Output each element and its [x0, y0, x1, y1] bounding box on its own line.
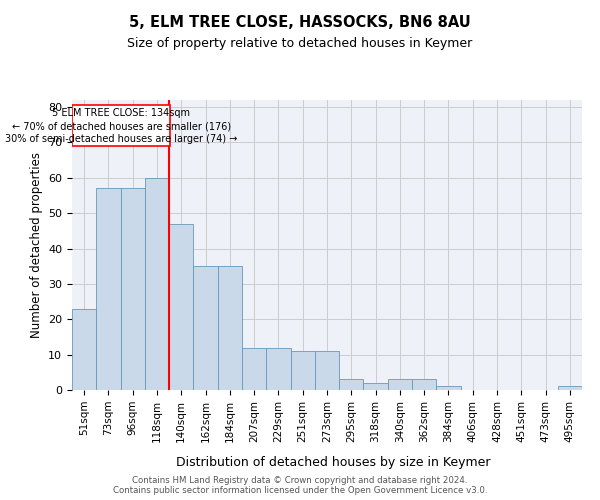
Text: Contains HM Land Registry data © Crown copyright and database right 2024.
Contai: Contains HM Land Registry data © Crown c… [113, 476, 487, 495]
Text: 5 ELM TREE CLOSE: 134sqm: 5 ELM TREE CLOSE: 134sqm [52, 108, 190, 118]
Text: 5, ELM TREE CLOSE, HASSOCKS, BN6 8AU: 5, ELM TREE CLOSE, HASSOCKS, BN6 8AU [129, 15, 471, 30]
Text: ← 70% of detached houses are smaller (176): ← 70% of detached houses are smaller (17… [11, 122, 231, 132]
Bar [96, 188, 121, 390]
Bar [218, 266, 242, 390]
Text: 30% of semi-detached houses are larger (74) →: 30% of semi-detached houses are larger (… [5, 134, 238, 144]
Bar [290, 351, 315, 390]
Bar [388, 380, 412, 390]
Bar [72, 106, 170, 146]
Bar [364, 383, 388, 390]
Bar [558, 386, 582, 390]
Bar [121, 188, 145, 390]
Y-axis label: Number of detached properties: Number of detached properties [29, 152, 43, 338]
Bar [145, 178, 169, 390]
Bar [315, 351, 339, 390]
Bar [412, 380, 436, 390]
Text: Size of property relative to detached houses in Keymer: Size of property relative to detached ho… [127, 38, 473, 51]
Bar [436, 386, 461, 390]
Bar [193, 266, 218, 390]
Bar [339, 380, 364, 390]
Bar [72, 308, 96, 390]
Text: Distribution of detached houses by size in Keymer: Distribution of detached houses by size … [176, 456, 490, 469]
Bar [169, 224, 193, 390]
Bar [242, 348, 266, 390]
Bar [266, 348, 290, 390]
